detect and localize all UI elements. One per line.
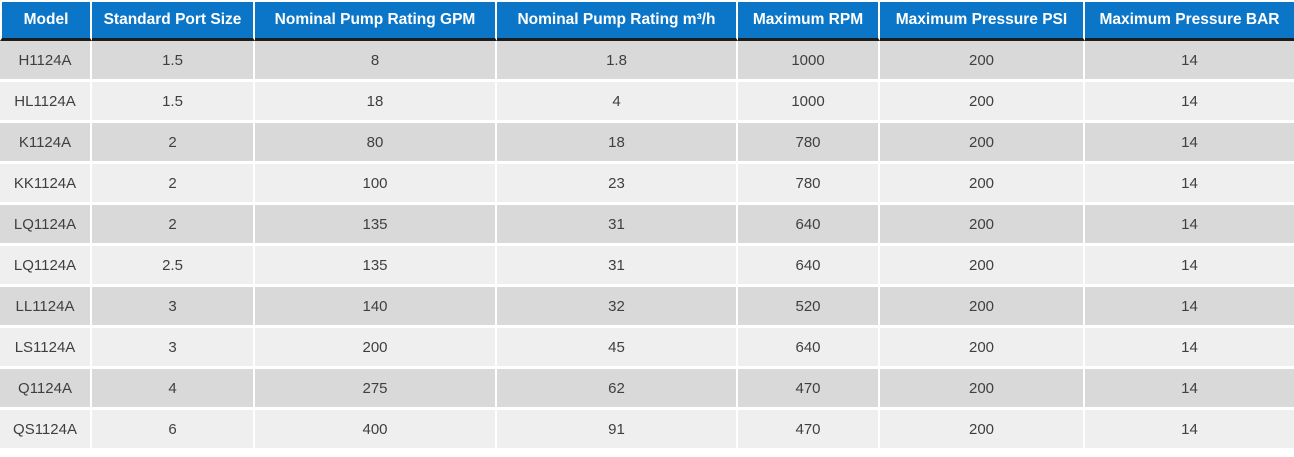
cell-max-psi: 200 — [880, 82, 1085, 123]
cell-port-size: 3 — [92, 287, 255, 328]
cell-max-bar: 14 — [1085, 369, 1294, 410]
cell-max-bar: 14 — [1085, 410, 1294, 451]
table-row: Q1124A 4 275 62 470 200 14 — [0, 369, 1294, 410]
cell-max-bar: 14 — [1085, 82, 1294, 123]
cell-port-size: 2.5 — [92, 246, 255, 287]
header-row: Model Standard Port Size Nominal Pump Ra… — [0, 0, 1294, 41]
cell-max-psi: 200 — [880, 328, 1085, 369]
cell-rating-m3h: 91 — [497, 410, 738, 451]
cell-port-size: 4 — [92, 369, 255, 410]
cell-model: LQ1124A — [0, 205, 92, 246]
table-row: HL1124A 1.5 18 4 1000 200 14 — [0, 82, 1294, 123]
cell-max-rpm: 1000 — [738, 41, 880, 82]
cell-rating-m3h: 32 — [497, 287, 738, 328]
cell-max-rpm: 470 — [738, 369, 880, 410]
cell-port-size: 1.5 — [92, 82, 255, 123]
table-row: QS1124A 6 400 91 470 200 14 — [0, 410, 1294, 451]
cell-rating-gpm: 275 — [255, 369, 497, 410]
cell-model: QS1124A — [0, 410, 92, 451]
cell-port-size: 2 — [92, 123, 255, 164]
cell-rating-gpm: 100 — [255, 164, 497, 205]
column-header-maximum-pressure-bar: Maximum Pressure BAR — [1085, 0, 1294, 41]
cell-max-psi: 200 — [880, 287, 1085, 328]
column-header-maximum-rpm: Maximum RPM — [738, 0, 880, 41]
cell-max-bar: 14 — [1085, 41, 1294, 82]
cell-max-rpm: 1000 — [738, 82, 880, 123]
column-header-nominal-pump-rating-m3h: Nominal Pump Rating m³/h — [497, 0, 738, 41]
cell-max-rpm: 640 — [738, 246, 880, 287]
table-row: LQ1124A 2.5 135 31 640 200 14 — [0, 246, 1294, 287]
cell-port-size: 3 — [92, 328, 255, 369]
table-row: LQ1124A 2 135 31 640 200 14 — [0, 205, 1294, 246]
table-body: H1124A 1.5 8 1.8 1000 200 14 HL1124A 1.5… — [0, 41, 1294, 451]
table-header: Model Standard Port Size Nominal Pump Ra… — [0, 0, 1294, 41]
cell-max-bar: 14 — [1085, 164, 1294, 205]
cell-model: LS1124A — [0, 328, 92, 369]
cell-port-size: 2 — [92, 164, 255, 205]
column-header-model: Model — [0, 0, 92, 41]
cell-max-psi: 200 — [880, 123, 1085, 164]
cell-max-rpm: 470 — [738, 410, 880, 451]
cell-max-psi: 200 — [880, 205, 1085, 246]
cell-max-rpm: 640 — [738, 328, 880, 369]
column-header-nominal-pump-rating-gpm: Nominal Pump Rating GPM — [255, 0, 497, 41]
column-header-maximum-pressure-psi: Maximum Pressure PSI — [880, 0, 1085, 41]
cell-rating-gpm: 8 — [255, 41, 497, 82]
cell-model: K1124A — [0, 123, 92, 164]
table-row: H1124A 1.5 8 1.8 1000 200 14 — [0, 41, 1294, 82]
cell-max-psi: 200 — [880, 164, 1085, 205]
cell-port-size: 2 — [92, 205, 255, 246]
cell-rating-gpm: 80 — [255, 123, 497, 164]
table-row: LS1124A 3 200 45 640 200 14 — [0, 328, 1294, 369]
cell-rating-m3h: 4 — [497, 82, 738, 123]
cell-rating-m3h: 23 — [497, 164, 738, 205]
cell-max-rpm: 640 — [738, 205, 880, 246]
cell-model: HL1124A — [0, 82, 92, 123]
cell-max-rpm: 520 — [738, 287, 880, 328]
cell-rating-m3h: 62 — [497, 369, 738, 410]
cell-model: KK1124A — [0, 164, 92, 205]
cell-model: LL1124A — [0, 287, 92, 328]
cell-max-rpm: 780 — [738, 164, 880, 205]
cell-max-rpm: 780 — [738, 123, 880, 164]
table-row: LL1124A 3 140 32 520 200 14 — [0, 287, 1294, 328]
cell-model: Q1124A — [0, 369, 92, 410]
cell-rating-m3h: 45 — [497, 328, 738, 369]
cell-rating-gpm: 200 — [255, 328, 497, 369]
cell-max-psi: 200 — [880, 246, 1085, 287]
cell-rating-gpm: 140 — [255, 287, 497, 328]
cell-max-bar: 14 — [1085, 205, 1294, 246]
cell-rating-m3h: 18 — [497, 123, 738, 164]
cell-rating-gpm: 400 — [255, 410, 497, 451]
cell-rating-gpm: 135 — [255, 205, 497, 246]
cell-rating-gpm: 18 — [255, 82, 497, 123]
cell-rating-m3h: 31 — [497, 246, 738, 287]
cell-port-size: 6 — [92, 410, 255, 451]
cell-max-psi: 200 — [880, 369, 1085, 410]
cell-rating-gpm: 135 — [255, 246, 497, 287]
cell-max-bar: 14 — [1085, 123, 1294, 164]
cell-rating-m3h: 1.8 — [497, 41, 738, 82]
table-row: KK1124A 2 100 23 780 200 14 — [0, 164, 1294, 205]
cell-model: LQ1124A — [0, 246, 92, 287]
cell-max-bar: 14 — [1085, 328, 1294, 369]
cell-model: H1124A — [0, 41, 92, 82]
cell-port-size: 1.5 — [92, 41, 255, 82]
cell-max-psi: 200 — [880, 41, 1085, 82]
cell-max-psi: 200 — [880, 410, 1085, 451]
cell-rating-m3h: 31 — [497, 205, 738, 246]
column-header-standard-port-size: Standard Port Size — [92, 0, 255, 41]
table-row: K1124A 2 80 18 780 200 14 — [0, 123, 1294, 164]
cell-max-bar: 14 — [1085, 246, 1294, 287]
cell-max-bar: 14 — [1085, 287, 1294, 328]
